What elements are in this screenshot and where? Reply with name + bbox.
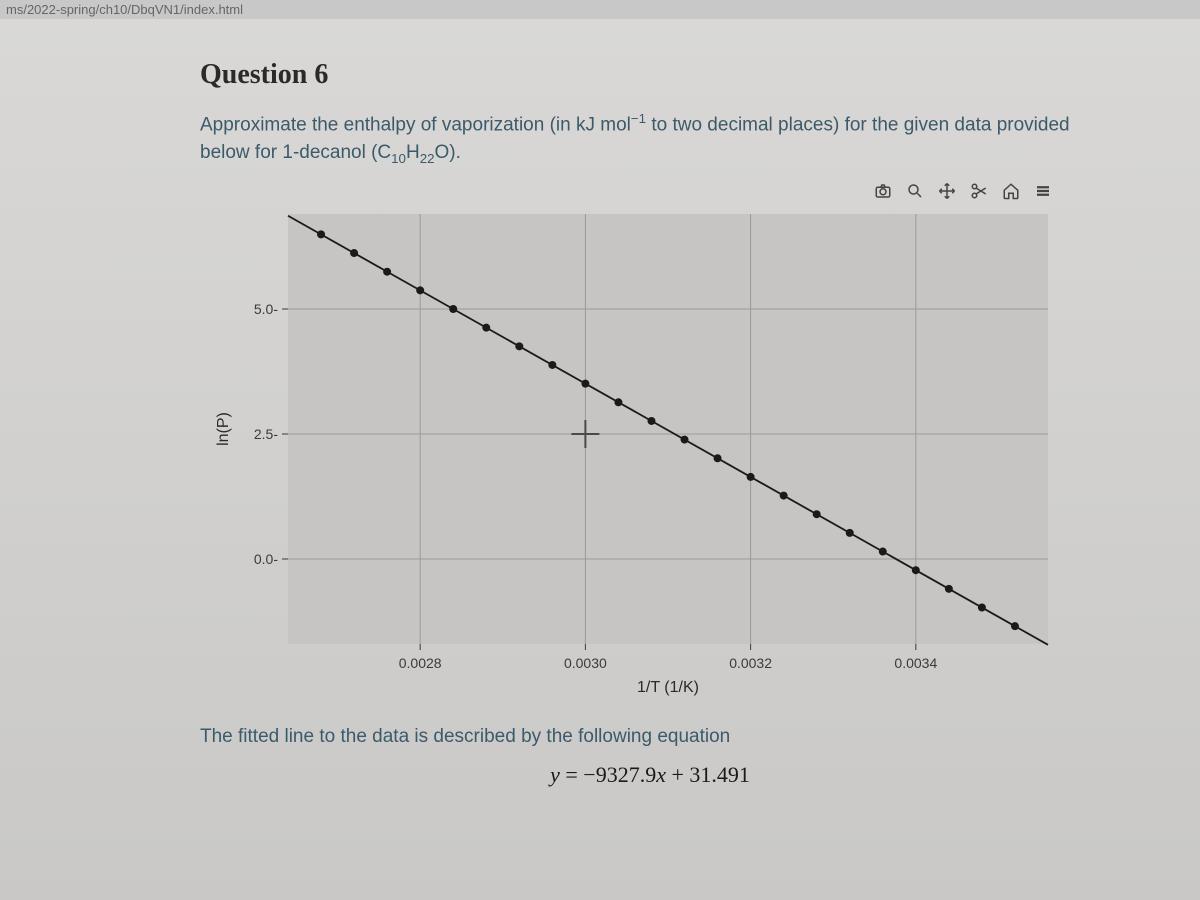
svg-text:0.0034: 0.0034	[894, 655, 937, 671]
home-icon[interactable]	[1002, 182, 1020, 200]
question-title: Question 6	[200, 59, 1100, 91]
svg-text:ln(P): ln(P)	[215, 412, 232, 446]
camera-icon[interactable]	[874, 182, 892, 200]
url-fragment: ms/2022-spring/ch10/DbqVN1/index.html	[0, 0, 1200, 19]
menu-icon[interactable]	[1034, 182, 1052, 200]
svg-text:0.0032: 0.0032	[729, 655, 772, 671]
svg-text:1/T (1/K): 1/T (1/K)	[637, 679, 699, 696]
zoom-icon[interactable]	[906, 182, 924, 200]
svg-text:5.0-: 5.0-	[254, 301, 278, 317]
chart-toolbar	[874, 182, 1052, 200]
move-icon[interactable]	[938, 182, 956, 200]
chart-container: 0.0- 2.5- 5.0- 0.0028 0.0030 0.0032 0.0034 ln(P…	[200, 178, 1080, 708]
fit-equation: y = −9327.9x + 31.491	[200, 762, 1100, 788]
svg-text:0.0-: 0.0-	[254, 551, 278, 567]
scatter-plot: 0.0- 2.5- 5.0- 0.0028 0.0030 0.0032 0.0034 ln(P…	[200, 178, 1080, 708]
question-prompt: Approximate the enthalpy of vaporization…	[200, 109, 1100, 168]
svg-text:0.0030: 0.0030	[564, 655, 607, 671]
svg-text:2.5-: 2.5-	[254, 426, 278, 442]
svg-text:0.0028: 0.0028	[399, 655, 442, 671]
scissors-icon[interactable]	[970, 182, 988, 200]
question-page: Question 6 Approximate the enthalpy of v…	[0, 19, 1200, 900]
fit-caption: The fitted line to the data is described…	[200, 726, 1100, 748]
